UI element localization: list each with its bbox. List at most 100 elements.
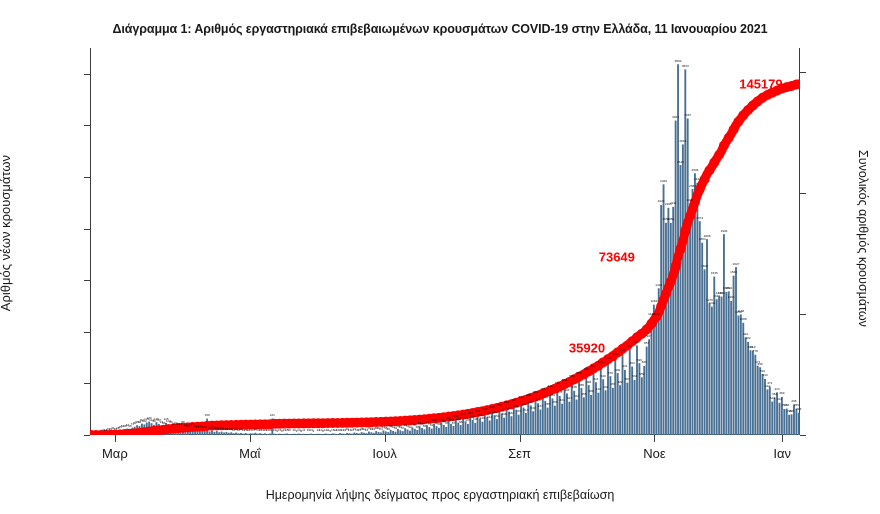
bar-value-label: 284 [552,400,558,405]
bar-value-label: 324 [769,395,775,400]
bar-value-label: 9 [312,428,315,433]
x-axis-tick-label: Μαρ [101,446,128,461]
bar-value-label: 16 [330,427,335,432]
bar [568,401,571,435]
bar [198,429,201,435]
bar-value-label: 29 [113,426,118,431]
bar [599,365,602,435]
cumulative-marker [656,301,667,312]
x-axis-tick-mark [114,435,116,442]
bar-value-label: 200 [788,408,795,413]
cumulative-value-annotation: 35920 [568,340,606,356]
bar-value-label: 118 [163,417,169,422]
bar-value-label: 868 [634,339,640,344]
bar [730,300,733,435]
bar [628,349,631,435]
bar-value-label: 58 [396,423,400,428]
bar [406,429,409,435]
bar-value-label: 227 [506,405,512,410]
bar [235,432,238,435]
bar [698,221,701,435]
bar-value-label: 9 [276,428,279,433]
bar-value-label: 369 [779,391,785,396]
bar-value-label: 40 [391,425,395,430]
bar [790,414,793,435]
bar [686,118,689,435]
bar-value-label: 787 [619,348,626,353]
bar-value-label: 308 [535,397,541,402]
bar [220,431,223,435]
bar [353,432,356,435]
bar [631,366,634,435]
bar [532,411,535,435]
cumulative-marker [675,244,686,255]
bar-value-label: 410 [595,387,601,392]
bar-value-label: 35 [207,425,212,430]
bar [438,427,440,435]
bar [722,234,725,435]
bar-value-label: 1392 [725,285,733,290]
bar [310,433,312,435]
bar [447,421,450,435]
bar [399,430,402,435]
cumulative-marker [704,165,715,176]
bar [773,397,776,435]
bar-value-label: 58 [123,423,127,428]
bar [215,431,218,435]
bar-value-label: 543 [762,373,768,378]
bar-value-label: 133 [462,415,469,420]
bar-value-label: 17 [248,427,253,432]
bar [479,418,481,435]
bar [394,431,397,435]
bar-value-label: 403 [564,387,570,392]
bar-value-label: 63 [183,422,188,427]
bar [244,433,247,435]
bar-value-label: 74 [178,421,183,426]
bar [425,425,428,435]
bar [341,433,344,435]
y-axis-left-tick-mark [84,125,90,127]
bar [553,405,556,435]
bar-value-label: 2056 [667,217,675,222]
bar-value-label: 12 [246,428,250,433]
bar [351,433,353,435]
bar [488,420,491,435]
bar-value-label: 22 [108,427,113,432]
bar [481,421,484,435]
bars-group [90,64,800,435]
bar [495,419,498,435]
bar [619,385,622,435]
bar-value-label: 927 [646,333,652,338]
bar-value-label: 385 [532,389,539,394]
bar-value-label: 2211 [669,201,677,206]
bar-value-label: 38 [116,425,120,430]
cumulative-marker [680,226,691,236]
bar-value-label: 168 [501,412,507,417]
bar-value-label: 55 [198,423,202,428]
bar-value-label: 18 [231,427,236,432]
bar [759,367,762,435]
bar [476,414,479,435]
bar [300,434,303,435]
bar [365,433,368,435]
bar [331,433,334,435]
bar [396,429,399,435]
bar [727,291,730,435]
bar [713,276,716,435]
bar-value-label: 22 [253,427,258,432]
bar [587,385,590,435]
bar [708,303,711,435]
bar [667,207,670,435]
cumulative-marker [660,288,671,299]
bar [592,369,595,435]
bar [546,407,549,435]
bar-value-label: 69 [176,422,180,427]
bar-value-label: 3592 [674,58,682,63]
bar-value-label: 2444 [693,177,701,182]
bar-value-label: 1386 [722,286,730,291]
cumulative-marker [670,261,681,272]
cumulative-marker [689,196,700,207]
bar [633,379,636,435]
x-axis-tick-mark [249,435,251,442]
